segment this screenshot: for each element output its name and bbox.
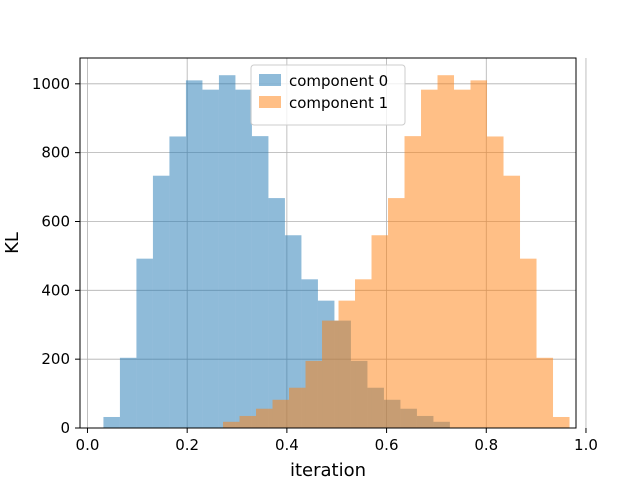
histogram-bar-series-1 (355, 279, 372, 428)
histogram-bar-series-0 (185, 80, 203, 428)
ticks-layer: 0.0 0.2 0.4 0.6 0.8 1.0 0 200 400 600 800 1000 (32, 75, 598, 454)
histogram-bar-series-1 (421, 89, 438, 429)
legend: component 0 component 1 (250, 64, 406, 126)
histogram-bar-series-1 (239, 415, 257, 428)
histogram-bar-series-1 (404, 136, 422, 428)
histogram-bar-series-1 (256, 408, 273, 428)
histogram-bar-series-1 (305, 360, 323, 428)
histogram-bar-series-0 (136, 258, 153, 428)
legend-label: component 1 (289, 94, 388, 112)
histogram-bar-series-0 (268, 198, 285, 428)
histogram-bar-series-1 (371, 235, 389, 428)
histogram-bar-series-0 (284, 235, 302, 428)
histogram-bar-series-1 (454, 89, 471, 429)
histogram-bar-series-1 (503, 175, 521, 428)
histogram-bar-series-0 (119, 357, 137, 428)
y-tick-label: 1000 (32, 75, 70, 93)
x-tick-label: 0.8 (474, 436, 498, 454)
histogram-bar-series-1 (520, 258, 537, 428)
x-tick-label: 0.4 (275, 436, 299, 454)
histogram-bar-series-0 (152, 175, 170, 428)
histogram-bar-series-1 (553, 416, 570, 428)
x-tick-label: 1.0 (574, 436, 598, 454)
x-tick-label: 0.2 (175, 436, 199, 454)
y-tick-label: 600 (41, 212, 70, 230)
y-tick-label: 800 (41, 144, 70, 162)
histogram-bar-series-1 (322, 320, 339, 428)
histogram-bar-series-1 (289, 387, 306, 428)
x-tick-label: 0.6 (375, 436, 399, 454)
x-tick-label: 0.0 (76, 436, 100, 454)
histogram-bar-series-1 (487, 136, 504, 428)
histogram-bar-series-0 (169, 136, 186, 428)
y-tick-label: 400 (41, 281, 70, 299)
histogram-bar-series-0 (251, 136, 269, 428)
y-axis-title: KL (2, 232, 23, 254)
legend-box (250, 64, 406, 126)
x-axis-title: iteration (290, 460, 366, 480)
histogram-bar-series-0 (202, 89, 219, 429)
histogram-bar-series-0 (218, 75, 236, 429)
plot-frame (79, 57, 577, 429)
histogram-bar-series-1 (536, 357, 554, 428)
histogram-bar-series-1 (388, 198, 405, 428)
histogram-bar-series-1 (470, 80, 488, 428)
legend-label: component 0 (289, 72, 388, 90)
histogram-bar-series-1 (272, 399, 290, 428)
histogram-bar-series-1 (437, 75, 455, 429)
histogram-bar-series-1 (223, 421, 240, 428)
y-tick-label: 200 (41, 350, 70, 368)
histogram-bar-series-0 (235, 89, 252, 429)
histogram-bar-series-1 (338, 300, 356, 428)
y-tick-label: 0 (60, 419, 70, 437)
bars-layer (103, 75, 570, 429)
legend-swatch (259, 96, 281, 108)
legend-swatch (259, 74, 281, 86)
histogram-bar-series-0 (103, 416, 120, 428)
